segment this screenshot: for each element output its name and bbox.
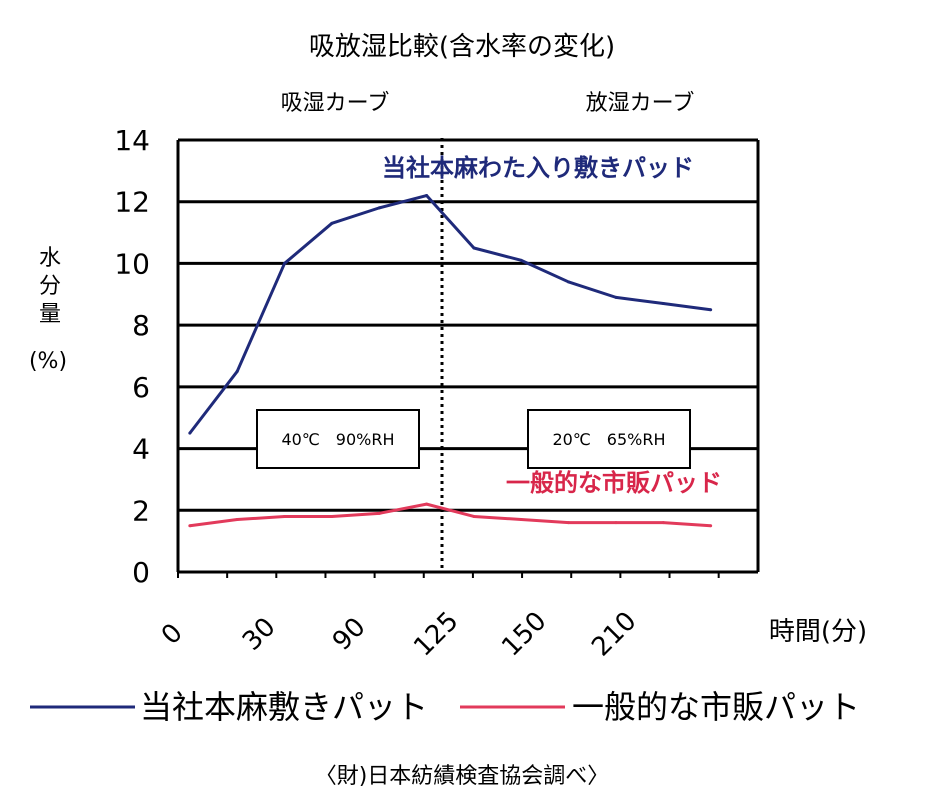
data-point-series1 — [235, 369, 239, 373]
series-lines — [188, 194, 713, 528]
data-point-series2 — [425, 502, 429, 506]
series1-annotation: 当社本麻わた入り敷きパッド — [382, 154, 694, 182]
chart-title: 吸放湿比較(含水率の変化) — [309, 32, 615, 62]
data-point-series1 — [330, 221, 334, 225]
x-tick-labels: 0 30 90 125 150 210 — [156, 606, 643, 662]
y-tick-label: 8 — [132, 309, 150, 342]
data-point-series2 — [235, 518, 239, 522]
condition-absorb-text: 40℃ 90%RH — [281, 430, 394, 449]
data-point-series1 — [425, 194, 429, 198]
data-point-series1 — [709, 308, 713, 312]
data-point-series2 — [567, 521, 571, 525]
data-point-series2 — [661, 521, 665, 525]
series-line-1 — [188, 194, 711, 435]
y-tick-label: 10 — [114, 247, 150, 280]
x-tick-label: 150 — [496, 606, 552, 662]
series2-annotation: 一般的な市販パッド — [506, 469, 722, 497]
y-label-char: 分 — [39, 274, 61, 299]
legend-label-series2: 一般的な市販パット — [572, 688, 860, 726]
source-note: 〈財)日本紡績検査協会調べ〉 — [315, 764, 610, 789]
condition-release-text: 20℃ 65%RH — [552, 430, 665, 449]
x-tick-label: 125 — [408, 606, 464, 662]
data-point-series1 — [614, 295, 618, 299]
y-tick-label: 2 — [132, 494, 150, 527]
data-point-series2 — [614, 521, 618, 525]
data-point-series2 — [377, 511, 381, 515]
y-tick-label: 4 — [132, 433, 150, 466]
x-tick-label: 30 — [237, 612, 282, 657]
series-line-2 — [189, 502, 711, 528]
data-point-series2 — [330, 514, 334, 518]
data-point-series1 — [567, 280, 571, 284]
y-label-unit: (%) — [29, 349, 67, 374]
data-point-series1 — [519, 258, 523, 262]
data-point-series1 — [377, 206, 381, 210]
data-point-series2 — [519, 518, 523, 522]
y-tick-labels: 0 2 4 6 8 10 12 14 — [114, 124, 150, 589]
data-point-series2 — [283, 514, 287, 518]
phase-label-release: 放湿カーブ — [586, 91, 695, 116]
x-tick-label: 210 — [586, 606, 642, 662]
condition-box-release: 20℃ 65%RH — [527, 409, 691, 469]
condition-box-absorb: 40℃ 90%RH — [256, 409, 420, 469]
legend: 当社本麻敷きパット 一般的な市販パット — [30, 688, 860, 726]
x-axis-label: 時間(分) — [769, 617, 867, 647]
phase-label-absorb: 吸湿カーブ — [281, 91, 390, 116]
data-point-series1 — [188, 431, 192, 435]
y-tick-label: 0 — [132, 556, 150, 589]
grid — [176, 138, 760, 578]
data-point-series1 — [472, 246, 476, 250]
data-point-series2 — [709, 524, 713, 528]
data-point-series2 — [472, 514, 476, 518]
data-point-series1 — [283, 261, 287, 265]
y-tick-label: 12 — [114, 186, 150, 219]
y-label-char: 水 — [39, 246, 61, 271]
data-point-series2 — [188, 524, 192, 528]
legend-label-series1: 当社本麻敷きパット — [140, 688, 428, 726]
x-tick-label: 0 — [156, 618, 189, 651]
y-label-char: 量 — [39, 302, 61, 327]
y-tick-label: 14 — [114, 124, 150, 157]
x-tick-label: 90 — [327, 612, 372, 657]
y-axis-label: 水 分 量 (%) — [29, 246, 67, 374]
y-tick-label: 6 — [132, 371, 150, 404]
data-point-series1 — [661, 302, 665, 306]
